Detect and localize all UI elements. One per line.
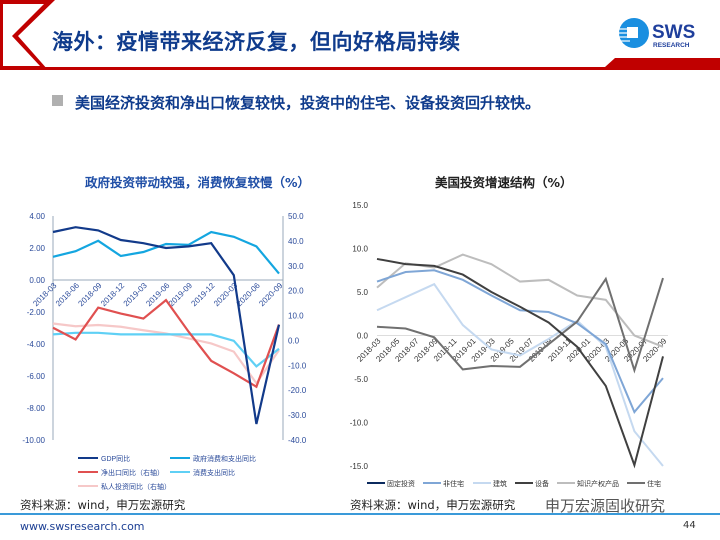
right-tick-label: -20.0 (288, 386, 307, 395)
right-tick-label: -40.0 (288, 436, 307, 445)
header-decoration (0, 0, 720, 70)
y-tick-label: -10.0 (350, 419, 369, 428)
series-line-2 (376, 282, 664, 467)
series-line-0 (52, 226, 281, 425)
page-title: 海外：疫情带来经济反复，但向好格局持续 (52, 29, 461, 54)
series-line-1 (52, 230, 280, 275)
logo-subtext: RESEARCH (653, 42, 690, 49)
y-tick-label: 0.0 (357, 332, 369, 341)
source-note-right: 资料来源：wind，申万宏源研究 (350, 498, 516, 512)
subtitle: 美国经济投资和净出口恢复较快，投资中的住宅、设备投资回升较快。 (75, 94, 541, 112)
left-tick-label: -6.00 (27, 372, 46, 381)
left-tick-label: -2.00 (27, 308, 46, 317)
y-tick-label: -5.0 (354, 375, 368, 384)
y-tick-label: -15.0 (350, 462, 369, 471)
y-tick-label: 15.0 (352, 201, 368, 210)
legend-label: 知识产权产品 (577, 479, 619, 488)
left-chart: 4.00 2.00 0.00 -2.00 -4.00 -6.00 -8.00 -10.00 50… (22, 212, 307, 491)
legend-label: 住宅 (647, 479, 661, 488)
legend-label: 消费支出同比 (193, 468, 235, 477)
legend-label: 建筑 (493, 479, 507, 488)
legend-label: 设备 (535, 479, 549, 488)
right-tick-label: 30.0 (288, 262, 304, 271)
right-tick-label: -30.0 (288, 411, 307, 420)
sws-logo: SWS RESEARCH (618, 17, 713, 53)
series-line-1 (376, 269, 664, 414)
legend-label: GDP同比 (101, 454, 130, 463)
right-chart: 15.010.05.00.0-5.0-10.0-15.02018-032018-… (350, 201, 669, 488)
footer-divider (0, 513, 720, 515)
left-tick-label: -4.00 (27, 340, 46, 349)
website-link[interactable]: www.swsresearch.com (20, 520, 145, 533)
source-note-left: 资料来源：wind，申万宏源研究 (20, 498, 186, 512)
watermark: 申万宏源固收研究 (545, 495, 666, 516)
left-tick-label: 0.00 (29, 276, 45, 285)
x-tick-label: 2018-12 (99, 281, 127, 309)
legend-label: 固定投资 (387, 479, 415, 488)
x-tick-label: 2018-06 (54, 281, 82, 309)
right-chart-title: 美国投资增速结构（%） (435, 175, 573, 190)
x-tick-label: 2019-12 (189, 281, 217, 309)
x-tick-label: 2020-09 (257, 281, 285, 309)
x-tick-label: 2019-03 (122, 281, 150, 309)
right-tick-label: 10.0 (288, 312, 304, 321)
right-tick-label: 50.0 (288, 212, 304, 221)
bullet-icon (52, 95, 63, 106)
legend-label: 政府消费和支出同比 (193, 454, 256, 463)
right-tick-label: 20.0 (288, 287, 304, 296)
legend-label: 净出口同比（右轴） (101, 468, 164, 477)
right-tick-label: 0.0 (288, 336, 300, 345)
right-tick-label: -10.0 (288, 361, 307, 370)
series-line-2 (52, 298, 281, 389)
x-tick-label: 2019-09 (167, 281, 195, 309)
left-tick-label: -8.00 (27, 404, 46, 413)
left-tick-label: 2.00 (29, 244, 45, 253)
legend-label: 私人投资同比（右轴） (101, 482, 171, 491)
y-tick-label: 10.0 (352, 245, 368, 254)
left-tick-label: 4.00 (29, 212, 45, 221)
series-line-3 (52, 331, 280, 368)
left-tick-label: -10.00 (22, 436, 45, 445)
y-tick-label: 5.0 (357, 288, 369, 297)
series-line-5 (376, 276, 664, 374)
left-chart-title: 政府投资带动较强，消费恢复较慢（%） (85, 175, 311, 190)
logo-text: SWS (652, 22, 695, 43)
right-tick-label: 40.0 (288, 237, 304, 246)
page-number: 44 (683, 520, 696, 531)
series-line-3 (376, 257, 664, 469)
legend-label: 非住宅 (443, 479, 464, 488)
x-tick-label: 2018-09 (76, 281, 104, 309)
